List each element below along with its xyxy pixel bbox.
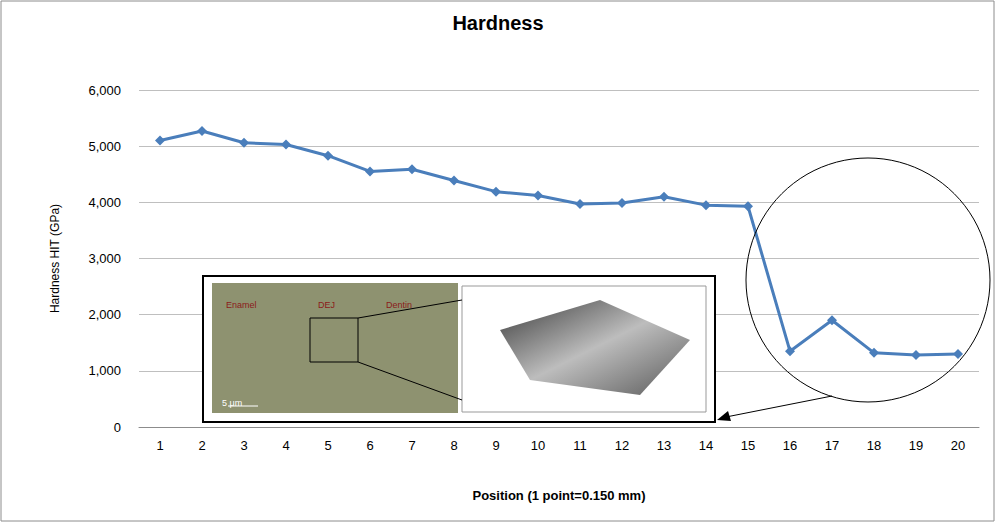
svg-text:Dentin: Dentin [386, 300, 412, 310]
svg-text:5: 5 [324, 438, 331, 453]
svg-text:18: 18 [867, 438, 881, 453]
svg-text:5,000: 5,000 [88, 139, 121, 154]
svg-text:1,000: 1,000 [88, 363, 121, 378]
svg-text:15: 15 [741, 438, 755, 453]
svg-text:10: 10 [531, 438, 545, 453]
svg-text:17: 17 [825, 438, 839, 453]
svg-text:3: 3 [240, 438, 247, 453]
svg-text:6: 6 [366, 438, 373, 453]
svg-text:11: 11 [573, 438, 587, 453]
svg-text:Enamel: Enamel [226, 300, 257, 310]
svg-text:3,000: 3,000 [88, 251, 121, 266]
svg-text:DEJ: DEJ [318, 300, 335, 310]
svg-text:Position (1 point=0.150 mm): Position (1 point=0.150 mm) [472, 488, 645, 503]
svg-text:Hardness: Hardness [452, 12, 543, 34]
svg-text:16: 16 [783, 438, 797, 453]
svg-text:2,000: 2,000 [88, 307, 121, 322]
svg-text:5 μm: 5 μm [222, 398, 242, 408]
svg-text:7: 7 [408, 438, 415, 453]
svg-text:4: 4 [282, 438, 289, 453]
svg-text:12: 12 [615, 438, 629, 453]
svg-text:4,000: 4,000 [88, 195, 121, 210]
svg-text:14: 14 [699, 438, 713, 453]
svg-text:9: 9 [492, 438, 499, 453]
svg-text:2: 2 [198, 438, 205, 453]
svg-text:13: 13 [657, 438, 671, 453]
svg-text:6,000: 6,000 [88, 83, 121, 98]
svg-text:Hardness HIT (GPa): Hardness HIT (GPa) [48, 204, 62, 313]
svg-text:0: 0 [114, 420, 121, 435]
svg-text:8: 8 [450, 438, 457, 453]
svg-text:1: 1 [156, 438, 163, 453]
svg-text:19: 19 [909, 438, 923, 453]
svg-text:20: 20 [951, 438, 965, 453]
